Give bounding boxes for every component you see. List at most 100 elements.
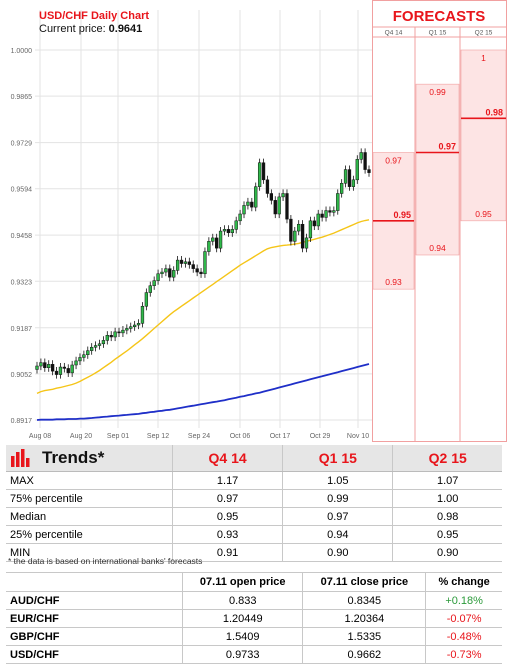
candle-down xyxy=(289,218,293,242)
candle-down xyxy=(199,271,203,275)
x-tick-label: Oct 29 xyxy=(310,433,331,440)
candle-down xyxy=(367,169,371,173)
trends-row-min: MIN 0.91 0.90 0.90 xyxy=(6,543,502,562)
candle-up xyxy=(97,343,102,346)
candle-down xyxy=(168,268,172,278)
pair-name: GBP/CHF xyxy=(6,627,183,646)
trends-row-75-percentile: 75% percentile 0.97 0.99 1.00 xyxy=(6,489,502,508)
x-tick-label: Nov 10 xyxy=(347,433,369,440)
trends-cell: 0.97 xyxy=(172,489,284,508)
forecast-col-label: Q4 14 xyxy=(385,30,403,37)
candle-up xyxy=(355,159,359,181)
candle-down xyxy=(66,368,70,374)
candle-down xyxy=(195,268,199,273)
current-price-value: 0.9641 xyxy=(109,23,143,35)
forecast-col-label: Q2 15 xyxy=(475,30,493,37)
candle-up xyxy=(277,196,281,215)
trends-cell: 0.97 xyxy=(282,507,394,526)
candle-up xyxy=(332,210,336,213)
blue-moving-average-line xyxy=(36,363,370,421)
pairs-row-audchf: AUD/CHF 0.833 0.8345 +0.18% xyxy=(6,591,502,610)
candle-up xyxy=(324,210,328,218)
candle-up xyxy=(164,268,168,273)
trends-row-label: 25% percentile xyxy=(6,525,173,544)
candle-up xyxy=(183,261,188,264)
x-tick-label: Aug 08 xyxy=(29,433,51,440)
trends-row-label: Median xyxy=(6,507,173,526)
forecast-col-label: Q1 15 xyxy=(429,30,447,37)
trends-row-label: MIN xyxy=(6,543,173,562)
trends-row-max: MAX 1.17 1.05 1.07 xyxy=(6,471,502,490)
candle-down xyxy=(43,362,47,368)
forecast-max-label: 0.97 xyxy=(385,155,402,165)
trends-cell: 0.98 xyxy=(392,507,502,526)
pair-open: 0.9733 xyxy=(182,645,304,664)
trends-title-cell: Trends* xyxy=(6,445,173,472)
candle-up xyxy=(136,323,141,326)
candle-up xyxy=(254,186,258,208)
currency-pairs-table: 07.11 open price 07.11 close price % cha… xyxy=(6,572,502,664)
candle-up xyxy=(281,193,285,198)
candle-up xyxy=(336,193,340,211)
candle-up xyxy=(132,324,137,327)
candle-down xyxy=(328,210,332,213)
trends-cell: 1.00 xyxy=(392,489,502,508)
pair-close: 1.20364 xyxy=(302,609,427,628)
candle-up xyxy=(148,285,152,293)
candle-down xyxy=(50,364,55,372)
candle-up xyxy=(93,345,98,348)
trends-cell: 0.99 xyxy=(282,489,394,508)
candle-up xyxy=(304,237,309,249)
candle-up xyxy=(39,362,43,367)
y-axis-tick-labels: 0.8917 0.9052 0.9187 0.9323 0.9458 0.9594 0.97… xyxy=(11,48,33,425)
candle-up xyxy=(207,241,211,252)
candle-up xyxy=(343,169,348,184)
trends-table: Trends* Q4 14 Q1 15 Q2 15 MAX 1.17 1.05 … xyxy=(6,445,502,562)
forecast-median-label: 0.95 xyxy=(393,210,411,220)
candle-down xyxy=(179,259,184,264)
x-tick-label: Sep 01 xyxy=(107,433,129,440)
candle-down xyxy=(347,169,352,187)
candle-up xyxy=(74,360,78,366)
pair-open: 0.833 xyxy=(182,591,304,610)
trends-col-q1-15: Q1 15 xyxy=(282,445,394,472)
trends-cell: 0.94 xyxy=(282,525,394,544)
candle-up xyxy=(152,280,156,286)
trends-cell: 0.95 xyxy=(172,507,284,526)
trends-row-median: Median 0.95 0.97 0.98 xyxy=(6,507,502,526)
candle-up xyxy=(359,152,363,160)
pairs-row-eurchf: EUR/CHF 1.20449 1.20364 -0.07% xyxy=(6,609,502,628)
candle-up xyxy=(246,201,250,206)
candle-down xyxy=(117,331,121,334)
candle-up xyxy=(58,366,63,375)
pair-change: -0.73% xyxy=(425,645,502,664)
x-tick-label: Oct 17 xyxy=(270,433,291,440)
candle-up xyxy=(297,223,301,232)
x-tick-label: Aug 20 xyxy=(70,433,92,440)
trends-footnote: * the data is based on international ban… xyxy=(8,556,203,566)
candle-up xyxy=(105,335,109,341)
candle-down xyxy=(320,213,324,218)
y-tick-label: 0.9594 xyxy=(11,187,33,194)
candle-down xyxy=(62,366,66,369)
candle-up xyxy=(160,271,164,275)
candle-up xyxy=(47,364,51,368)
forecast-min-label: 0.93 xyxy=(385,277,402,287)
pair-change: -0.07% xyxy=(425,609,502,628)
current-price-line: Current price: 0.9641 xyxy=(39,23,142,35)
candle-up xyxy=(82,354,86,358)
candle-down xyxy=(285,193,289,220)
candle-up xyxy=(230,229,234,234)
forecast-range-band xyxy=(460,49,507,222)
candle-up xyxy=(257,162,262,187)
pairs-header-change: % change xyxy=(425,572,502,592)
candle-up xyxy=(238,213,242,222)
y-tick-label: 0.9729 xyxy=(11,141,33,148)
y-tick-label: 1.0000 xyxy=(11,48,33,55)
trends-cell: 0.90 xyxy=(392,543,502,562)
pairs-row-usdchf: USD/CHF 0.9733 0.9662 -0.73% xyxy=(6,645,502,664)
candle-up xyxy=(70,364,74,374)
pairs-header-row: 07.11 open price 07.11 close price % cha… xyxy=(6,572,502,592)
forecast-median-label: 0.97 xyxy=(438,141,456,151)
trends-cell: 0.90 xyxy=(282,543,394,562)
